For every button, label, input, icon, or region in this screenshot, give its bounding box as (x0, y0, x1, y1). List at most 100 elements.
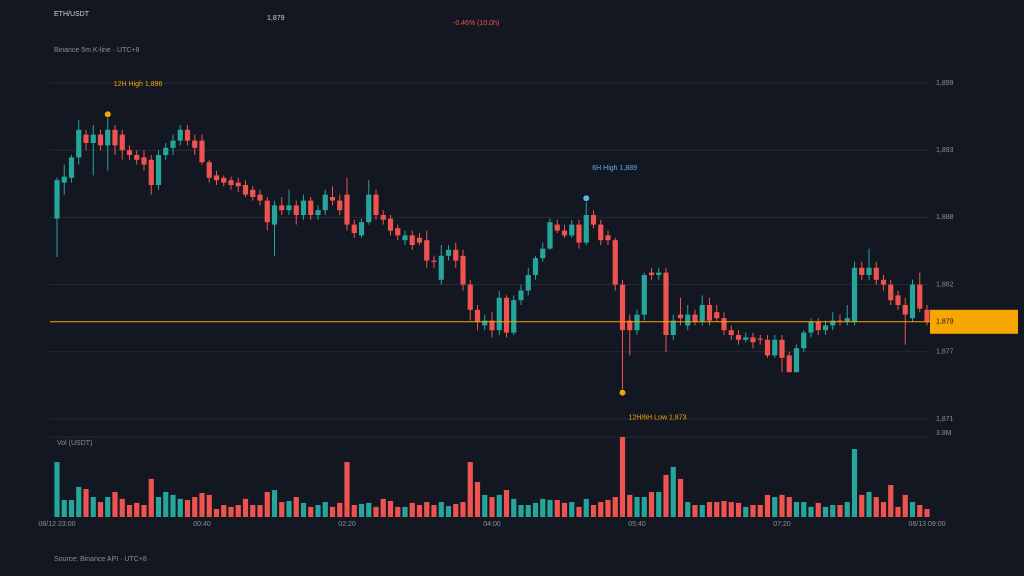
candle-body (90, 134, 96, 143)
candle-body (569, 224, 575, 236)
annotation-label: 6H High 1,889 (592, 165, 637, 172)
volume-bar (525, 505, 531, 517)
volume-bar (409, 502, 415, 517)
candle-body (453, 249, 459, 261)
volume-bar (685, 502, 691, 517)
volume-bar (97, 502, 104, 517)
volume-bar (779, 494, 785, 517)
volume-bar (830, 505, 836, 517)
annotation-label: 12H/6H Low 1,873 (629, 414, 687, 421)
volume-bar (438, 502, 444, 517)
volume-bar (757, 505, 763, 517)
symbol: ETH/USDT (54, 11, 90, 18)
candle-body (126, 150, 133, 155)
volume-bar (859, 494, 865, 517)
candle-body (192, 140, 198, 148)
candle-body (315, 210, 321, 215)
volume-bar (235, 505, 241, 517)
candle-body (54, 180, 60, 219)
candle-body (627, 320, 633, 331)
volume-bar (714, 502, 720, 517)
candle-body (888, 284, 894, 301)
volume-bar (322, 502, 328, 517)
volume-label: Vol (USDT) (57, 440, 92, 447)
volume-bar (279, 502, 285, 517)
volume-bar (387, 501, 394, 517)
candle-body (815, 321, 821, 331)
volume-bar (866, 491, 872, 517)
candle-body (83, 134, 89, 143)
candle-body (866, 267, 872, 275)
candle-body (895, 295, 901, 305)
candle-body (242, 185, 249, 195)
candle-body (380, 215, 386, 220)
volume-bar (728, 502, 734, 517)
candle-body (213, 175, 220, 181)
volume-bar (873, 497, 879, 517)
volume-bar (453, 503, 459, 517)
candle-body (743, 337, 749, 340)
volume-bar (467, 462, 473, 517)
volume-bar (743, 506, 749, 517)
candle-body (279, 205, 285, 211)
volume-bar (148, 478, 154, 517)
volume-bar (177, 498, 183, 517)
volume-bar (917, 505, 923, 517)
volume-tick-label: 3.8M (936, 430, 952, 437)
volume-bar (801, 502, 807, 517)
candle-body (395, 228, 401, 236)
candle-body (583, 215, 589, 243)
candle-body (757, 338, 763, 340)
volume-bar (221, 505, 227, 517)
volume-bar (677, 478, 684, 517)
volume-bar (764, 494, 771, 517)
candle-body (902, 305, 908, 315)
x-tick-label: 02:20 (338, 521, 356, 528)
candle-body (467, 284, 473, 310)
volume-bar (518, 505, 524, 517)
candle-body (561, 230, 568, 236)
volume-bar (271, 490, 278, 517)
volume-bar (329, 506, 336, 517)
candle-body (416, 237, 423, 243)
volume-bar (561, 502, 568, 517)
price-tag (930, 309, 1018, 334)
candle-body (148, 159, 154, 185)
candle-body (685, 314, 691, 326)
volume-bar (474, 482, 481, 517)
candle-body (177, 129, 183, 141)
candle-body (648, 272, 655, 275)
volume-bar (257, 505, 263, 517)
candle-body (119, 134, 125, 151)
volume-bar (532, 502, 539, 517)
candle-body (909, 284, 916, 319)
candle-body (351, 224, 357, 233)
candle-body (271, 205, 278, 225)
volume-bar (308, 506, 314, 517)
volume-bar (706, 502, 713, 517)
candle-body (235, 182, 241, 187)
candle-body (634, 314, 640, 331)
candle-body (779, 339, 785, 358)
volume-bar (250, 505, 256, 517)
volume-bar (540, 498, 546, 517)
volume-bar (119, 498, 125, 517)
volume-bar (641, 497, 647, 517)
volume-bar (656, 491, 662, 517)
volume-bar (300, 502, 307, 517)
candle-body (402, 235, 408, 241)
candle-body (206, 162, 212, 178)
candle-body (373, 194, 379, 215)
candle-body (337, 200, 343, 211)
candle-body (859, 267, 865, 275)
volume-bar (206, 494, 212, 517)
volume-bar (482, 494, 488, 517)
subtitle: Binance 5m K-line · UTC+8 (54, 47, 140, 54)
candle-body (163, 147, 169, 155)
volume-bar (337, 502, 343, 517)
candle-body (612, 240, 618, 285)
candle-body (598, 224, 604, 241)
candle-body (431, 260, 437, 262)
volume-bar (351, 505, 357, 517)
